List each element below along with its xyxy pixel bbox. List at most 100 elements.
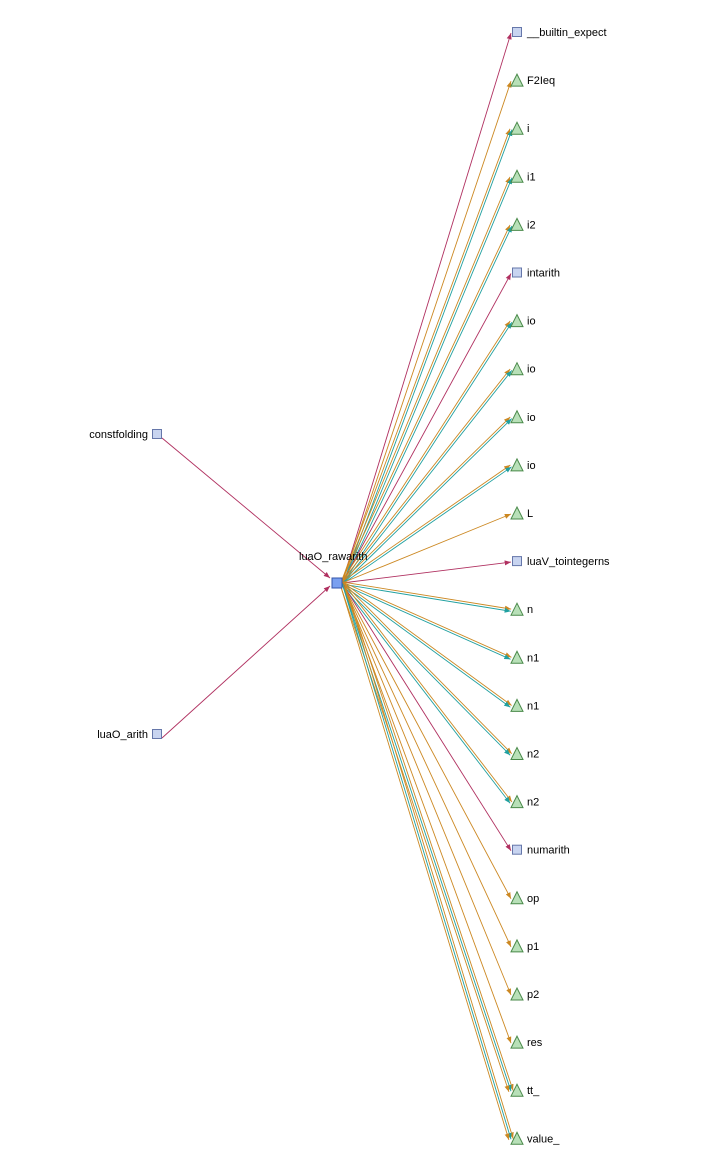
target-node[interactable]: n: [510, 602, 533, 616]
caller-node-marker[interactable]: [152, 429, 162, 439]
target-node[interactable]: i2: [510, 217, 536, 231]
target-node[interactable]: p2: [510, 986, 539, 1001]
target-node[interactable]: i1: [510, 169, 536, 183]
target-node[interactable]: i: [510, 121, 529, 135]
target-node[interactable]: p1: [510, 938, 539, 953]
target-node[interactable]: tt_: [510, 1083, 540, 1097]
variable-node-marker[interactable]: [510, 986, 524, 1001]
variable-node-marker[interactable]: [510, 1131, 524, 1145]
variable-node-marker[interactable]: [510, 361, 524, 376]
target-node[interactable]: io: [510, 313, 536, 328]
variable-node-marker[interactable]: [510, 650, 524, 664]
target-node[interactable]: numarith: [512, 844, 570, 857]
target-node-label: op: [527, 893, 539, 905]
variable-node-marker[interactable]: [510, 698, 524, 712]
target-node[interactable]: luaV_tointegerns: [512, 556, 611, 568]
variable-node-marker[interactable]: [510, 169, 524, 183]
edge-to-target: [341, 513, 512, 584]
target-node[interactable]: L: [510, 505, 533, 520]
caller-node-marker[interactable]: [152, 729, 162, 739]
edge-to-target: [341, 583, 511, 660]
edge-to-target: [342, 321, 513, 584]
edge-to-target: [342, 581, 512, 706]
target-node-label: luaV_tointegerns: [527, 556, 610, 568]
edge-to-target: [341, 582, 512, 1140]
target-node-label: __builtin_expect: [526, 27, 607, 39]
function-node-marker[interactable]: [512, 267, 522, 278]
target-node-label: io: [527, 316, 536, 328]
target-node-label: F2Ieq: [527, 75, 555, 87]
edge-to-target: [343, 582, 514, 1091]
edge-to-target: [341, 464, 511, 583]
edge-to-target: [342, 582, 513, 803]
variable-node-marker[interactable]: [510, 409, 524, 424]
variable-node-marker[interactable]: [510, 938, 524, 953]
edge-to-target: [342, 225, 513, 584]
target-node[interactable]: n1: [510, 650, 539, 664]
edge-to-target: [342, 581, 512, 658]
edge-to-target: [341, 32, 512, 584]
target-node[interactable]: io: [510, 409, 536, 424]
edge-layer: [161, 32, 514, 1141]
target-node[interactable]: io: [510, 457, 536, 472]
target-node[interactable]: value_: [510, 1131, 560, 1145]
target-node-label: tt_: [527, 1085, 540, 1097]
variable-node-marker[interactable]: [510, 602, 524, 616]
target-node[interactable]: n2: [510, 794, 539, 809]
caller-edge: [161, 437, 331, 579]
target-node-label: i1: [527, 171, 536, 183]
variable-node-marker[interactable]: [510, 121, 524, 135]
function-node-marker[interactable]: [512, 844, 522, 855]
target-node-label: numarith: [527, 845, 570, 857]
edge-to-target: [339, 583, 510, 1141]
target-node-label: res: [527, 1037, 543, 1049]
target-node-label: n1: [527, 652, 539, 664]
target-node-label: n2: [527, 749, 539, 761]
target-node[interactable]: op: [510, 890, 539, 905]
target-node[interactable]: io: [510, 361, 536, 376]
edge-to-target: [341, 583, 511, 708]
variable-node-marker[interactable]: [510, 217, 524, 231]
edge-to-target: [341, 582, 512, 851]
target-node-label: i2: [527, 219, 536, 231]
node-layer: luaO_rawarith constfolding luaO_arith __…: [89, 27, 610, 1145]
caller-node-luao-arith[interactable]: luaO_arith: [97, 729, 162, 741]
target-node[interactable]: n1: [510, 698, 539, 712]
variable-node-marker[interactable]: [510, 72, 524, 87]
target-node-label: n1: [527, 700, 539, 712]
caller-node-constfolding[interactable]: constfolding: [89, 429, 162, 441]
target-node-label: io: [527, 412, 536, 424]
edge-to-target: [341, 80, 512, 584]
variable-node-marker[interactable]: [510, 890, 524, 905]
caller-edge: [161, 585, 331, 739]
variable-node-marker[interactable]: [510, 1083, 524, 1097]
edge-to-target: [341, 583, 511, 613]
caller-node-label: constfolding: [89, 429, 148, 441]
variable-node-marker[interactable]: [510, 313, 524, 328]
variable-node-marker[interactable]: [510, 457, 524, 472]
edge-to-target: [340, 224, 511, 583]
target-node-label: io: [527, 460, 536, 472]
target-node-label: p2: [527, 989, 539, 1001]
variable-node-marker[interactable]: [510, 746, 524, 760]
target-node[interactable]: n2: [510, 746, 539, 761]
function-node-marker[interactable]: [512, 556, 522, 567]
variable-node-marker[interactable]: [510, 1034, 524, 1049]
target-node-label: n2: [527, 797, 539, 809]
caller-node-label: luaO_arith: [97, 729, 148, 741]
target-node[interactable]: F2Ieq: [510, 72, 555, 87]
variable-node-marker[interactable]: [510, 794, 524, 809]
target-node[interactable]: __builtin_expect: [512, 27, 607, 39]
target-node[interactable]: res: [510, 1034, 543, 1049]
edge-to-target: [341, 582, 512, 948]
target-node-label: p1: [527, 941, 539, 953]
edge-to-target: [340, 583, 511, 756]
function-node-marker[interactable]: [512, 27, 522, 37]
variable-node-marker[interactable]: [510, 505, 524, 520]
edge-to-target: [341, 273, 512, 584]
target-node[interactable]: intarith: [512, 267, 561, 280]
center-node[interactable]: luaO_rawarith: [299, 551, 367, 589]
center-node-marker[interactable]: [331, 577, 343, 589]
edge-to-target: [342, 129, 513, 584]
